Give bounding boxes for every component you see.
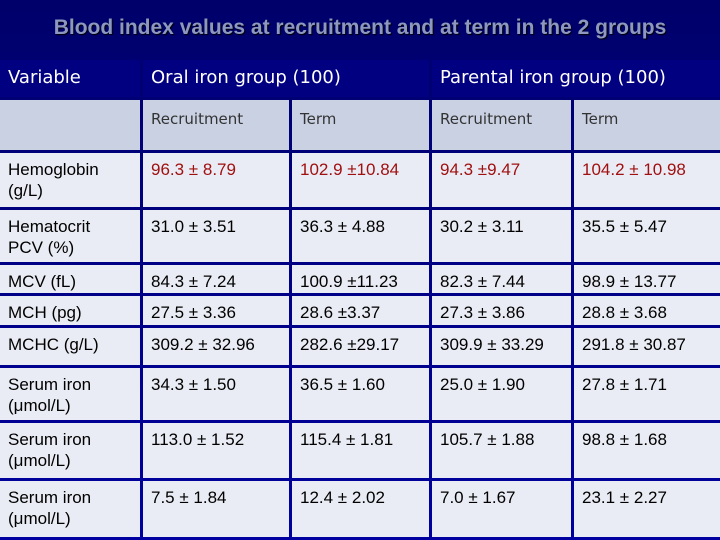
value-cell: 113.0 ± 1.52 xyxy=(143,423,289,478)
value-cell: 291.8 ± 30.87 xyxy=(574,328,720,365)
slide-title: Blood index values at recruitment and at… xyxy=(53,16,667,39)
value-cell: 7.0 ± 1.67 xyxy=(432,481,571,537)
subheader: Recruitment xyxy=(432,100,571,150)
group-header: Oral iron group (100) xyxy=(143,60,429,97)
subheader: Term xyxy=(292,100,429,150)
row-label: MCV (fL) xyxy=(0,265,140,293)
value-cell-text: 25.0 ± 1.90 xyxy=(440,375,525,394)
value-cell: 84.3 ± 7.24 xyxy=(143,265,289,293)
value-cell: 36.3 ± 4.88 xyxy=(292,210,429,262)
value-cell-text: 102.9 ±10.84 xyxy=(300,160,400,179)
row-label: MCH (pg) xyxy=(0,296,140,325)
value-cell: 23.1 ± 2.27 xyxy=(574,481,720,537)
value-cell-text: 100.9 ±11.23 xyxy=(300,272,398,291)
value-cell-text: 94.3 ±9.47 xyxy=(440,160,521,179)
value-cell-text: 23.1 ± 2.27 xyxy=(582,488,667,507)
value-cell: 82.3 ± 7.44 xyxy=(432,265,571,293)
row-label: Serum iron (μmol/L) xyxy=(0,481,140,537)
group-header: Parental iron group (100) xyxy=(432,60,720,97)
value-cell: 98.9 ± 13.77 xyxy=(574,265,720,293)
value-cell-text: 28.8 ± 3.68 xyxy=(582,303,667,322)
row-label: Serum iron (μmol/L) xyxy=(0,423,140,478)
value-cell: 34.3 ± 1.50 xyxy=(143,368,289,420)
value-cell: 36.5 ± 1.60 xyxy=(292,368,429,420)
value-cell: 105.7 ± 1.88 xyxy=(432,423,571,478)
value-cell-text: 105.7 ± 1.88 xyxy=(440,430,535,449)
header-cell-text: Variable xyxy=(8,67,81,88)
group-header-text: Parental iron group (100) xyxy=(440,67,666,88)
value-cell: 98.8 ± 1.68 xyxy=(574,423,720,478)
value-cell-text: 7.5 ± 1.84 xyxy=(151,488,227,507)
value-cell: 27.3 ± 3.86 xyxy=(432,296,571,325)
value-cell: 30.2 ± 3.11 xyxy=(432,210,571,262)
value-cell-text: 28.6 ±3.37 xyxy=(300,303,381,322)
row-label-text: Serum iron (μmol/L) xyxy=(8,430,92,470)
value-cell-text: 31.0 ± 3.51 xyxy=(151,217,236,236)
row-label: Hemoglobin (g/L) xyxy=(0,153,140,207)
row-label-text: MCV (fL) xyxy=(8,272,76,291)
value-cell-text: 27.8 ± 1.71 xyxy=(582,375,667,394)
subheader-text: Term xyxy=(300,110,337,128)
value-cell: 282.6 ±29.17 xyxy=(292,328,429,365)
subheader: Term xyxy=(574,100,720,150)
value-cell: 28.8 ± 3.68 xyxy=(574,296,720,325)
subheader-text: Recruitment xyxy=(151,110,244,128)
value-cell: 35.5 ± 5.47 xyxy=(574,210,720,262)
row-label-text: Hemoglobin (g/L) xyxy=(8,160,99,200)
value-cell: 94.3 ±9.47 xyxy=(432,153,571,207)
value-cell-text: 98.8 ± 1.68 xyxy=(582,430,667,449)
value-cell: 28.6 ±3.37 xyxy=(292,296,429,325)
value-cell-text: 34.3 ± 1.50 xyxy=(151,375,236,394)
row-label-text: Serum iron (μmol/L) xyxy=(8,488,92,528)
value-cell: 102.9 ±10.84 xyxy=(292,153,429,207)
value-cell: 27.5 ± 3.36 xyxy=(143,296,289,325)
value-cell-text: 282.6 ±29.17 xyxy=(300,335,400,354)
value-cell-text: 7.0 ± 1.67 xyxy=(440,488,516,507)
value-cell-text: 98.9 ± 13.77 xyxy=(582,272,677,291)
table: Variable Oral iron group (100) Parental ir… xyxy=(0,60,720,537)
subheader: Recruitment xyxy=(143,100,289,150)
value-cell-text: 96.3 ± 8.79 xyxy=(151,160,236,179)
value-cell-text: 36.3 ± 4.88 xyxy=(300,217,385,236)
value-cell-text: 27.5 ± 3.36 xyxy=(151,303,236,322)
row-label: MCHC (g/L) xyxy=(0,328,140,365)
value-cell: 104.2 ± 10.98 xyxy=(574,153,720,207)
row-label: Serum iron (μmol/L) xyxy=(0,368,140,420)
value-cell: 31.0 ± 3.51 xyxy=(143,210,289,262)
value-cell-text: 309.9 ± 33.29 xyxy=(440,335,544,354)
value-cell-text: 115.4 ± 1.81 xyxy=(300,430,394,449)
header-cell: Variable xyxy=(0,60,140,97)
value-cell-text: 291.8 ± 30.87 xyxy=(582,335,686,354)
value-cell-text: 84.3 ± 7.24 xyxy=(151,272,236,291)
subheader-text: Term xyxy=(582,110,619,128)
subheader-text: Recruitment xyxy=(440,110,533,128)
value-cell: 96.3 ± 8.79 xyxy=(143,153,289,207)
value-cell-text: 27.3 ± 3.86 xyxy=(440,303,525,322)
row-label: Hematocrit PCV (%) xyxy=(0,210,140,262)
row-label-text: Hematocrit PCV (%) xyxy=(8,217,91,257)
value-cell-text: 30.2 ± 3.11 xyxy=(440,217,524,236)
value-cell-text: 104.2 ± 10.98 xyxy=(582,160,686,179)
row-label-text: Serum iron (μmol/L) xyxy=(8,375,92,415)
value-cell: 100.9 ±11.23 xyxy=(292,265,429,293)
value-cell-text: 309.2 ± 32.96 xyxy=(151,335,255,354)
blank-cell xyxy=(0,100,140,150)
value-cell: 309.2 ± 32.96 xyxy=(143,328,289,365)
value-cell-text: 35.5 ± 5.47 xyxy=(582,217,667,236)
value-cell-text: 82.3 ± 7.44 xyxy=(440,272,525,291)
row-label-text: MCHC (g/L) xyxy=(8,335,99,354)
value-cell: 25.0 ± 1.90 xyxy=(432,368,571,420)
value-cell: 309.9 ± 33.29 xyxy=(432,328,571,365)
value-cell-text: 12.4 ± 2.02 xyxy=(300,488,385,507)
value-cell: 12.4 ± 2.02 xyxy=(292,481,429,537)
value-cell-text: 36.5 ± 1.60 xyxy=(300,375,385,394)
value-cell: 7.5 ± 1.84 xyxy=(143,481,289,537)
value-cell-text: 113.0 ± 1.52 xyxy=(151,430,245,449)
value-cell: 27.8 ± 1.71 xyxy=(574,368,720,420)
value-cell: 115.4 ± 1.81 xyxy=(292,423,429,478)
group-header-text: Oral iron group (100) xyxy=(151,67,341,88)
row-label-text: MCH (pg) xyxy=(8,303,82,322)
